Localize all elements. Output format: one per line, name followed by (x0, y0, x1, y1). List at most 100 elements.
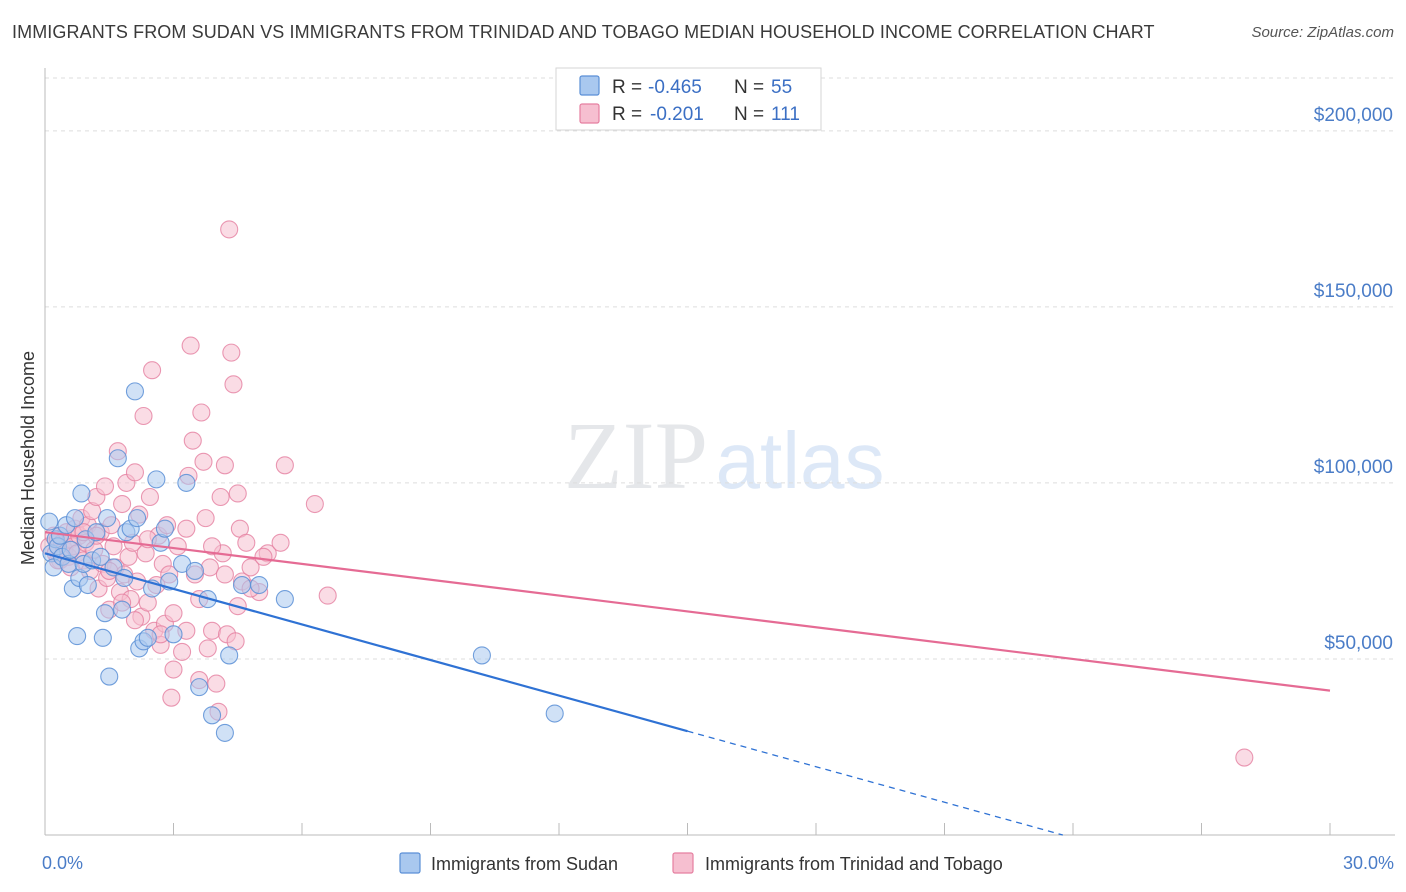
watermark-atlas: atlas (716, 416, 885, 505)
point-sudan (87, 523, 106, 542)
bottom-legend-label-trinidad-tobago: Immigrants from Trinidad and Tobago (705, 854, 1003, 874)
point-sudan (100, 667, 119, 686)
legend-swatch-trinidad-tobago (579, 103, 600, 124)
point-sudan (203, 706, 222, 725)
legend-r-value-sudan: -0.465 (648, 77, 702, 98)
point-trinidad-tobago (125, 611, 144, 630)
point-sudan (98, 509, 117, 528)
point-trinidad-tobago (198, 639, 217, 658)
point-sudan (113, 600, 132, 619)
point-sudan (95, 604, 115, 623)
point-trinidad-tobago (125, 463, 144, 482)
point-trinidad-tobago (183, 431, 202, 450)
point-sudan (250, 575, 269, 595)
point-sudan (72, 484, 91, 503)
legend-n-label-trinidad-tobago: N = (734, 104, 764, 125)
axes (44, 68, 1395, 836)
x-tick-label: 0.0% (42, 853, 83, 873)
point-sudan (40, 512, 59, 531)
point-sudan (220, 646, 239, 665)
point-trinidad-tobago (143, 361, 162, 380)
point-trinidad-tobago (318, 586, 337, 605)
point-trinidad-tobago (222, 343, 241, 362)
point-sudan (472, 646, 491, 665)
point-trinidad-tobago (215, 565, 234, 584)
trend-line-sudan-extension (687, 730, 1063, 836)
legend-n-value-sudan: 55 (771, 77, 792, 98)
point-trinidad-tobago (224, 375, 243, 394)
watermark-zip: ZIP (564, 402, 708, 509)
legend-n-value-trinidad-tobago: 111 (771, 104, 800, 125)
point-sudan (275, 590, 294, 609)
watermark: ZIP atlas (564, 402, 884, 509)
point-trinidad-tobago (181, 336, 200, 355)
point-sudan (65, 509, 85, 528)
bottom-legend-swatch-sudan (399, 852, 421, 874)
x-tick-label: 30.0% (1343, 853, 1394, 873)
point-trinidad-tobago (305, 494, 324, 514)
point-trinidad-tobago (211, 487, 230, 507)
point-trinidad-tobago (203, 537, 222, 556)
y-axis-label: Median Household Income (18, 351, 38, 565)
legend-swatch-sudan (579, 75, 600, 96)
point-sudan (68, 627, 87, 646)
point-trinidad-tobago (196, 509, 215, 528)
point-trinidad-tobago (140, 487, 159, 507)
point-sudan (155, 519, 174, 538)
point-trinidad-tobago (1235, 748, 1254, 767)
point-trinidad-tobago (192, 403, 211, 422)
point-sudan (128, 509, 147, 528)
legend-n-label-sudan: N = (734, 77, 764, 98)
x-tick-labels: 0.0% 30.0% (42, 853, 1394, 873)
point-trinidad-tobago (177, 519, 196, 538)
point-sudan (164, 625, 183, 644)
point-sudan (190, 678, 209, 697)
legend-r-label-sudan: R = (612, 77, 642, 98)
top-legend-box (555, 67, 822, 131)
point-trinidad-tobago (220, 220, 239, 239)
point-trinidad-tobago (241, 558, 260, 577)
point-trinidad-tobago (134, 406, 153, 426)
point-sudan (232, 575, 252, 595)
y-tick-labels: $50,000 $100,000 $150,000 $200,000 (1314, 105, 1393, 654)
point-sudan (545, 704, 564, 723)
legend-r-value-trinidad-tobago: -0.201 (650, 104, 704, 125)
point-trinidad-tobago (164, 604, 183, 623)
point-trinidad-tobago (207, 674, 226, 693)
point-trinidad-tobago (113, 494, 132, 514)
point-sudan (91, 547, 110, 566)
legend-r-label-trinidad-tobago: R = (612, 104, 642, 125)
chart-title: IMMIGRANTS FROM SUDAN VS IMMIGRANTS FROM… (12, 22, 1155, 42)
trend-lines (44, 531, 1331, 836)
point-sudan (185, 561, 204, 580)
point-trinidad-tobago (228, 484, 247, 503)
y-tick-label: $50,000 (1324, 633, 1393, 654)
trend-line-trinidad-tobago (44, 531, 1331, 692)
point-trinidad-tobago (254, 547, 273, 566)
point-sudan (78, 575, 97, 595)
point-sudan (177, 473, 196, 492)
trend-line-sudan (44, 552, 688, 733)
point-trinidad-tobago (95, 477, 115, 496)
point-trinidad-tobago (194, 452, 213, 471)
y-tick-label: $200,000 (1314, 105, 1393, 126)
point-trinidad-tobago (203, 621, 222, 640)
top-legend: R = -0.465 N = 55 R = -0.201 N = 111 (555, 67, 822, 131)
point-trinidad-tobago (168, 537, 187, 556)
bottom-legend: Immigrants from Sudan Immigrants from Tr… (399, 852, 1003, 874)
series-sudan (40, 382, 564, 742)
y-tick-label: $100,000 (1314, 457, 1393, 478)
point-sudan (93, 628, 112, 647)
bottom-legend-swatch-trinidad-tobago (672, 852, 694, 874)
point-trinidad-tobago (200, 558, 219, 577)
point-trinidad-tobago (173, 642, 192, 661)
point-sudan (215, 723, 234, 742)
point-sudan (138, 628, 157, 647)
point-trinidad-tobago (275, 456, 294, 475)
point-trinidad-tobago (215, 456, 234, 475)
point-sudan (108, 449, 127, 468)
bottom-legend-label-sudan: Immigrants from Sudan (431, 854, 618, 874)
point-sudan (147, 470, 166, 489)
point-trinidad-tobago (237, 533, 256, 552)
